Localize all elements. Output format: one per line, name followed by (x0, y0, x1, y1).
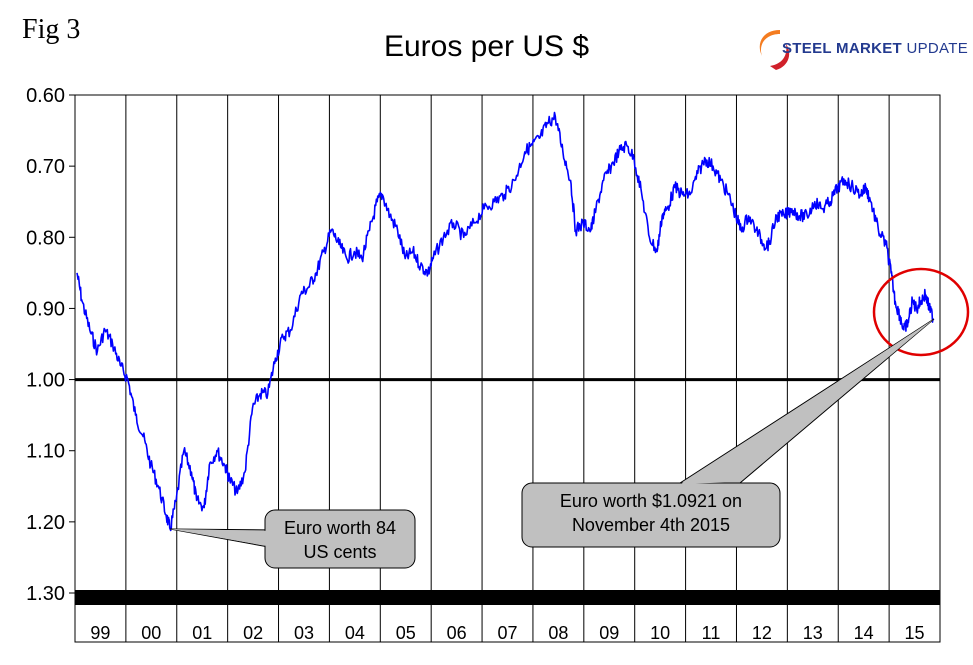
chart-title: Euros per US $ (383, 30, 590, 63)
axis-band (75, 590, 940, 605)
logo-text-bold: STEEL MARKET (782, 40, 902, 57)
logo-swoosh-icon (759, 30, 790, 70)
x-tick-label: 02 (243, 623, 263, 643)
figure-label: Fig 3 (22, 14, 81, 45)
y-tick-label: 1.10 (26, 441, 65, 463)
x-tick-label: 15 (905, 623, 925, 643)
x-tick-label: 06 (447, 623, 467, 643)
x-tick-label: 99 (90, 623, 110, 643)
callout-pointer-fill (170, 528, 284, 549)
x-axis-tick-labels: 99 00 01 02 03 04 05 06 07 08 09 10 11 12 13 14 15 (90, 623, 924, 643)
x-tick-label: 01 (192, 623, 212, 643)
x-tick-label: 09 (599, 623, 619, 643)
callout-text-line: Euro worth $1.0921 on (560, 491, 742, 511)
callout-1: Euro worth 84 US cents (170, 509, 416, 569)
plot-frame (74, 94, 941, 643)
callout-pointer-fill (681, 319, 934, 484)
x-tick-label: 00 (141, 623, 161, 643)
callout-box (521, 482, 781, 548)
x-tick-label: 13 (803, 623, 823, 643)
callout-text-line: US cents (303, 542, 376, 562)
x-tick-label: 07 (497, 623, 517, 643)
callout-2: Euro worth $1.0921 on November 4th 2015 (521, 318, 935, 548)
x-tick-label: 05 (396, 623, 416, 643)
y-tick-label: 0.80 (26, 227, 65, 249)
y-tick-label: 0.90 (26, 298, 65, 320)
logo-text-light: UPDATE (906, 40, 968, 57)
x-tick-label: 12 (752, 623, 772, 643)
x-tick-label: 10 (650, 623, 670, 643)
y-tick-label: 1.20 (26, 512, 65, 534)
x-tick-label: 04 (345, 623, 365, 643)
highlight-circle (872, 267, 970, 357)
x-tick-label: 08 (548, 623, 568, 643)
callouts: Euro worth 84 US cents Euro worth $1.0921 … (170, 318, 935, 569)
x-tick-label: 14 (854, 623, 874, 643)
x-tick-label: 03 (294, 623, 314, 643)
callout-text-line: Euro worth 84 (284, 518, 396, 538)
y-tick-label: 1.00 (26, 370, 65, 392)
euro-per-dollar-series-line (76, 111, 935, 532)
y-tick-label: 0.70 (26, 156, 65, 178)
y-tick-label: 1.30 (26, 583, 65, 605)
steel-market-update-logo: STEEL MARKET UPDATE (752, 26, 968, 72)
x-tick-label: 11 (702, 623, 721, 643)
callout-text-line: November 4th 2015 (572, 515, 730, 535)
y-axis-tick-labels: 0.60 0.70 0.80 0.90 1.00 1.10 1.20 1.30 (26, 85, 75, 605)
y-tick-label: 0.60 (26, 85, 65, 107)
